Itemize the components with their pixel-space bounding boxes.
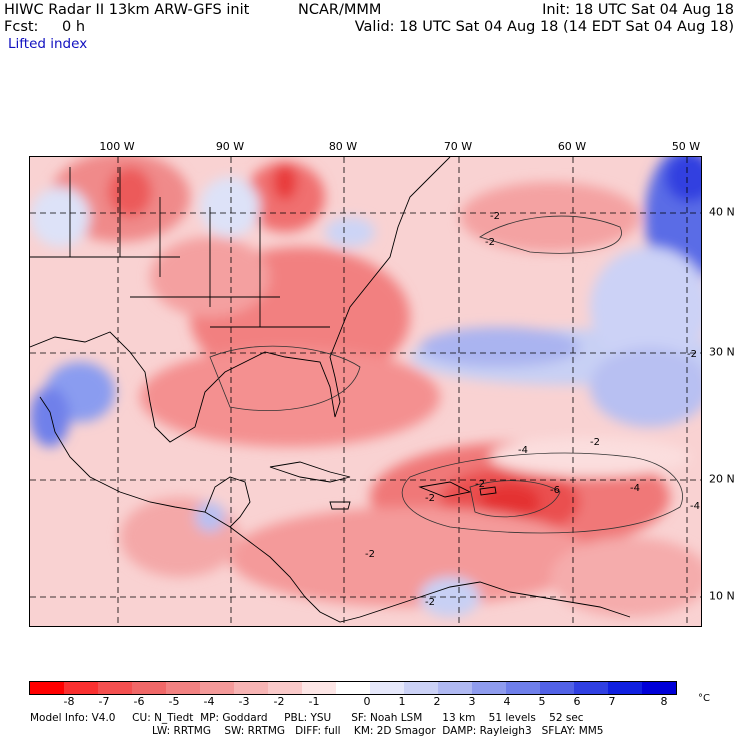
contour-label: -2	[485, 237, 495, 248]
colorbar	[29, 681, 677, 695]
colorbar-tick: 2	[433, 695, 441, 708]
colorbar-swatch	[642, 682, 676, 694]
colorbar-tick: -6	[133, 695, 145, 708]
latlon-grid	[30, 157, 701, 626]
south-america-coast	[359, 581, 631, 618]
colorbar-swatch	[574, 682, 608, 694]
colorbar-swatch	[336, 682, 370, 694]
colorbar-swatch	[370, 682, 404, 694]
colorbar-unit: °C	[698, 693, 710, 704]
colorbar-tick: -1	[308, 695, 320, 708]
colorbar-tick: -3	[238, 695, 250, 708]
colorbar-tick: -4	[203, 695, 215, 708]
lon-label-50w: 50 W	[671, 140, 701, 153]
lat-label-10n: 10 N	[709, 589, 735, 603]
colorbar-tick: -7	[98, 695, 110, 708]
lon-label-100w: 100 W	[99, 140, 135, 153]
contour-label: -4	[518, 445, 528, 456]
colorbar-tick: -5	[168, 695, 180, 708]
colorbar-swatch	[166, 682, 200, 694]
colorbar-tick: 8	[660, 695, 668, 708]
contour-label: -2	[475, 479, 485, 490]
field-name: Lifted index	[8, 36, 88, 52]
colorbar-swatch	[608, 682, 642, 694]
org-label: NCAR/MMM	[298, 2, 382, 18]
forecast-value: 0 h	[62, 19, 86, 35]
yucatan-coast	[204, 476, 251, 528]
lat-label-30n: 30 N	[709, 345, 735, 359]
colorbar-tick: -8	[63, 695, 75, 708]
colorbar-swatch	[132, 682, 166, 694]
state-borders	[30, 167, 330, 328]
contour-label: -4	[690, 501, 700, 512]
colorbar-tick: 1	[398, 695, 406, 708]
colorbar-swatch	[98, 682, 132, 694]
lon-label-70w: 70 W	[443, 140, 473, 153]
contour-label: -2	[490, 211, 500, 222]
lon-label-60w: 60 W	[557, 140, 587, 153]
colorbar-tick: 5	[538, 695, 546, 708]
lat-label-20n: 20 N	[709, 472, 735, 486]
contour-label: -2	[687, 349, 697, 360]
colorbar-tick: 7	[608, 695, 616, 708]
colorbar-swatch	[64, 682, 98, 694]
colorbar-swatch	[302, 682, 336, 694]
model-title: HIWC Radar II 13km ARW-GFS init	[4, 2, 250, 18]
colorbar-swatch	[472, 682, 506, 694]
contour-label-group: -2 -2 -2 -2 -4 -4 -4 -6 -2 -2 -2 -2	[365, 211, 700, 608]
north-america-coast	[30, 157, 451, 443]
contour-label: -2	[425, 493, 435, 504]
contour-label: -2	[365, 549, 375, 560]
colorbar-swatch	[540, 682, 574, 694]
colorbar-swatch	[438, 682, 472, 694]
colorbar-tick: -2	[273, 695, 285, 708]
contour-label: -6	[550, 485, 560, 496]
model-info-line2: LW: RRTMG SW: RRTMG DIFF: full KM: 2D Sm…	[152, 725, 604, 737]
colorbar-tick: 6	[573, 695, 581, 708]
valid-time: Valid: 18 UTC Sat 04 Aug 18 (14 EDT Sat …	[354, 19, 734, 35]
colorbar-swatch	[404, 682, 438, 694]
colorbar-swatch	[234, 682, 268, 694]
cuba-outline	[269, 461, 351, 483]
colorbar-tick: 3	[468, 695, 476, 708]
colorbar-swatch	[506, 682, 540, 694]
colorbar-swatch	[200, 682, 234, 694]
hispaniola-outline	[418, 481, 472, 498]
lon-label-90w: 90 W	[215, 140, 245, 153]
forecast-label: Fcst:	[4, 19, 39, 35]
lat-label-40n: 40 N	[709, 205, 735, 219]
model-info-line1: Model Info: V4.0 CU: N_Tiedt MP: Goddard…	[30, 712, 584, 724]
puerto-rico-outline	[479, 486, 497, 496]
contour-label: -2	[590, 437, 600, 448]
contour-lines	[209, 215, 683, 534]
jamaica-outline	[329, 501, 351, 510]
lifted-index-map: -2 -2 -2 -2 -4 -4 -4 -6 -2 -2 -2 -2	[29, 156, 702, 627]
colorbar-swatch	[30, 682, 64, 694]
init-time: Init: 18 UTC Sat 04 Aug 18	[542, 2, 734, 18]
map-canvas: -2 -2 -2 -2 -4 -4 -4 -6 -2 -2 -2 -2	[30, 157, 701, 626]
colorbar-swatch	[268, 682, 302, 694]
coastlines	[30, 157, 631, 623]
contour-label: -4	[630, 483, 640, 494]
colorbar-tick: 4	[503, 695, 511, 708]
colorbar-tick: 0	[363, 695, 371, 708]
lon-label-80w: 80 W	[328, 140, 358, 153]
contour-label: -2	[425, 597, 435, 608]
